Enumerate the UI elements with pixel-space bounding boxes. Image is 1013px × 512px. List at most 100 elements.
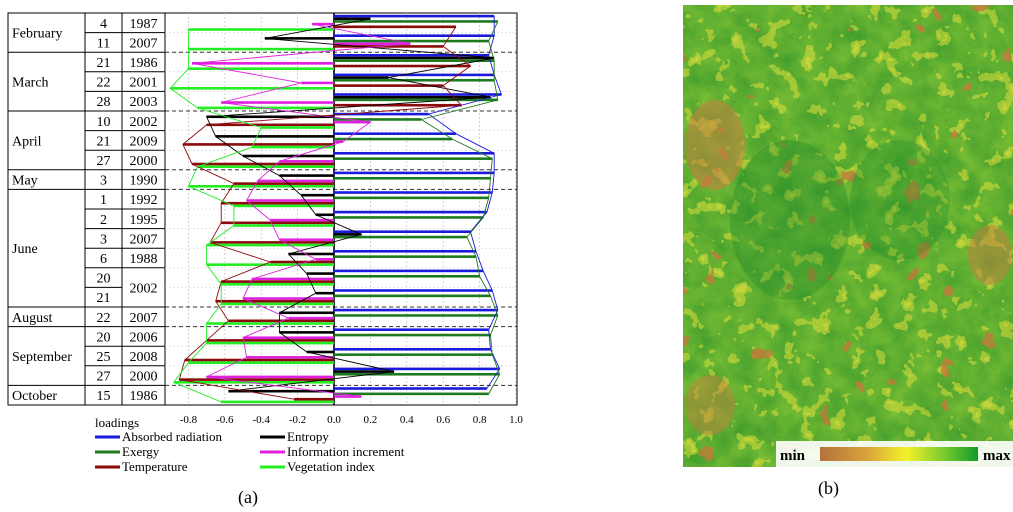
day-label: 1	[100, 193, 107, 208]
bar	[334, 45, 444, 48]
x-tick-label: 0.0	[327, 414, 341, 426]
bar	[334, 395, 362, 398]
day-label: 15	[97, 389, 111, 404]
bar	[334, 25, 456, 29]
bar	[334, 269, 484, 273]
day-label: 25	[97, 350, 111, 365]
bar	[306, 350, 334, 354]
bar	[334, 140, 344, 144]
month-label: June	[12, 242, 38, 257]
bar	[334, 64, 471, 68]
bar	[334, 118, 422, 121]
year-label: 1986	[130, 56, 158, 71]
bar	[188, 28, 334, 31]
year-label: 2000	[130, 370, 158, 385]
month-label: May	[12, 174, 38, 189]
colorbar	[820, 447, 978, 461]
bars	[170, 14, 502, 404]
bar	[233, 204, 334, 208]
x-tick-label: -0.6	[216, 414, 234, 426]
day-label: 11	[97, 36, 110, 51]
bar	[233, 182, 334, 185]
panel-b-label: (b)	[818, 478, 839, 499]
brown-patch	[968, 225, 1012, 285]
x-tick-label: 0.6	[436, 414, 450, 426]
colorbar-max-label: max	[983, 448, 1011, 464]
year-label: 2006	[130, 330, 158, 345]
bar	[246, 356, 334, 359]
bar	[197, 165, 334, 168]
x-tick-label: -0.4	[252, 414, 270, 426]
bar	[315, 213, 334, 217]
day-label: 28	[97, 95, 111, 110]
day-label: 20	[97, 272, 111, 287]
day-label: 27	[97, 154, 111, 169]
bar	[206, 375, 334, 379]
day-label: 6	[100, 252, 107, 267]
bar	[279, 238, 334, 242]
bar	[270, 260, 334, 264]
day-label: 3	[100, 174, 107, 189]
bar	[334, 137, 453, 141]
bar	[206, 243, 334, 247]
bar	[188, 184, 334, 188]
panel-b-map: min max (b)	[683, 5, 1013, 499]
bar	[182, 143, 334, 146]
bar	[210, 241, 334, 244]
year-label: 2002	[130, 115, 158, 130]
bar	[192, 162, 334, 166]
bar	[334, 176, 491, 180]
bar	[334, 250, 476, 253]
bar	[334, 353, 493, 356]
bar	[188, 47, 334, 51]
day-label: 2	[100, 213, 107, 228]
bar	[188, 67, 334, 70]
bar	[257, 179, 334, 183]
bar	[334, 78, 495, 82]
bar	[221, 201, 334, 205]
bar	[215, 135, 334, 138]
day-label: 4	[100, 17, 107, 32]
year-label: 1986	[130, 389, 158, 404]
bar	[334, 367, 500, 371]
year-label: 2008	[130, 350, 158, 365]
month-label: February	[12, 27, 63, 42]
bar	[334, 370, 395, 373]
bar	[334, 152, 495, 155]
year-label: 2007	[130, 232, 158, 247]
x-tick-label: 0.2	[364, 414, 378, 426]
dark-green-area	[730, 140, 850, 300]
bar	[334, 42, 411, 46]
bar	[192, 62, 334, 65]
year-label: 2001	[130, 76, 158, 91]
year-label: 1987	[130, 17, 158, 32]
bar	[261, 126, 334, 129]
bar	[246, 199, 334, 202]
legend-entry: Temperature	[122, 459, 188, 474]
legend: Absorbed radiation Entropy Exergy Informati…	[95, 429, 405, 474]
day-label: 27	[97, 370, 111, 385]
bar	[306, 272, 334, 275]
bar	[334, 216, 484, 219]
year-label: 2009	[130, 134, 158, 149]
day-label: 3	[100, 232, 107, 247]
bar	[334, 59, 495, 62]
dark-green-area	[850, 140, 950, 260]
day-label: 21	[97, 134, 111, 149]
bar	[243, 336, 334, 340]
bar	[215, 299, 334, 303]
x-tick-labels: -0.8 -0.6 -0.4 -0.2 0.0 0.2 0.4 0.6 0.8 1.0	[180, 414, 524, 426]
bar	[334, 14, 495, 18]
year-label: 1990	[130, 174, 158, 189]
bar	[188, 361, 334, 364]
bar	[221, 101, 334, 104]
x-tick-label: -0.2	[289, 414, 306, 426]
bar	[206, 263, 334, 266]
month-label: August	[12, 311, 53, 326]
day-label: 20	[97, 330, 111, 345]
bar	[221, 400, 334, 404]
bar	[334, 73, 495, 77]
bar	[334, 333, 491, 337]
legend-entry: Information increment	[287, 444, 405, 459]
bar	[334, 39, 489, 43]
